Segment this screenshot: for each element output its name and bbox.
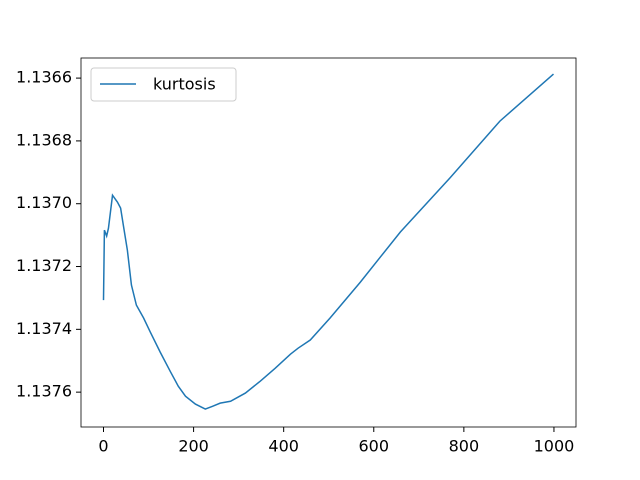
legend-box	[90, 67, 237, 102]
x-tick-label: 0	[98, 437, 108, 456]
x-tick-label: 600	[358, 437, 389, 456]
y-tick-label: 1.1370	[16, 193, 72, 212]
plot-frame	[80, 57, 577, 428]
line	[102, 73, 554, 410]
y-tick-label: 1.1366	[16, 68, 72, 87]
y-tick-label: 1.1372	[16, 256, 72, 275]
x-tick-label: 1000	[534, 437, 575, 456]
x-tick-label: 800	[449, 437, 480, 456]
y-tick-label: 1.1376	[16, 382, 72, 401]
legend-label: kurtosis	[153, 75, 216, 94]
y-tick-label: 1.1374	[16, 319, 72, 338]
x-tick-label: 200	[178, 437, 209, 456]
y-tick-label: 1.1368	[16, 130, 72, 149]
x-tick-label: 400	[268, 437, 299, 456]
